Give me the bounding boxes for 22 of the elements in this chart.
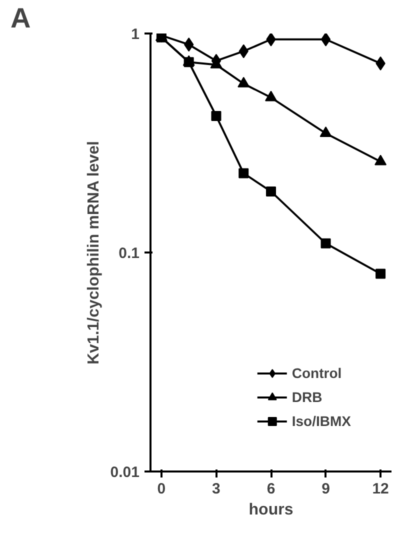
point — [266, 186, 276, 196]
point — [376, 268, 386, 279]
y-axis-title: Kv1.1/cyclophilin mRNA level — [85, 141, 102, 365]
legend-label: DRB — [292, 389, 322, 405]
y-tick-label: 0.1 — [118, 245, 140, 262]
y-tick-label: 1 — [131, 26, 140, 43]
point — [211, 111, 222, 122]
y-tick-label: 0.01 — [110, 464, 140, 481]
point — [320, 34, 331, 46]
point — [238, 168, 249, 178]
point — [320, 126, 332, 138]
x-tick-label: 6 — [266, 480, 276, 498]
point — [266, 34, 276, 46]
point — [320, 238, 331, 248]
text: A — [10, 2, 31, 34]
x-tick-label: 0 — [157, 480, 166, 498]
x-tick-label: 12 — [372, 480, 389, 498]
x-tick-label: 3 — [212, 480, 220, 498]
x-tick-label: 9 — [322, 480, 330, 498]
x-axis-title: hours — [248, 502, 294, 518]
legend-label: Iso/IBMX — [292, 413, 351, 429]
legend-label: Control — [292, 365, 342, 381]
